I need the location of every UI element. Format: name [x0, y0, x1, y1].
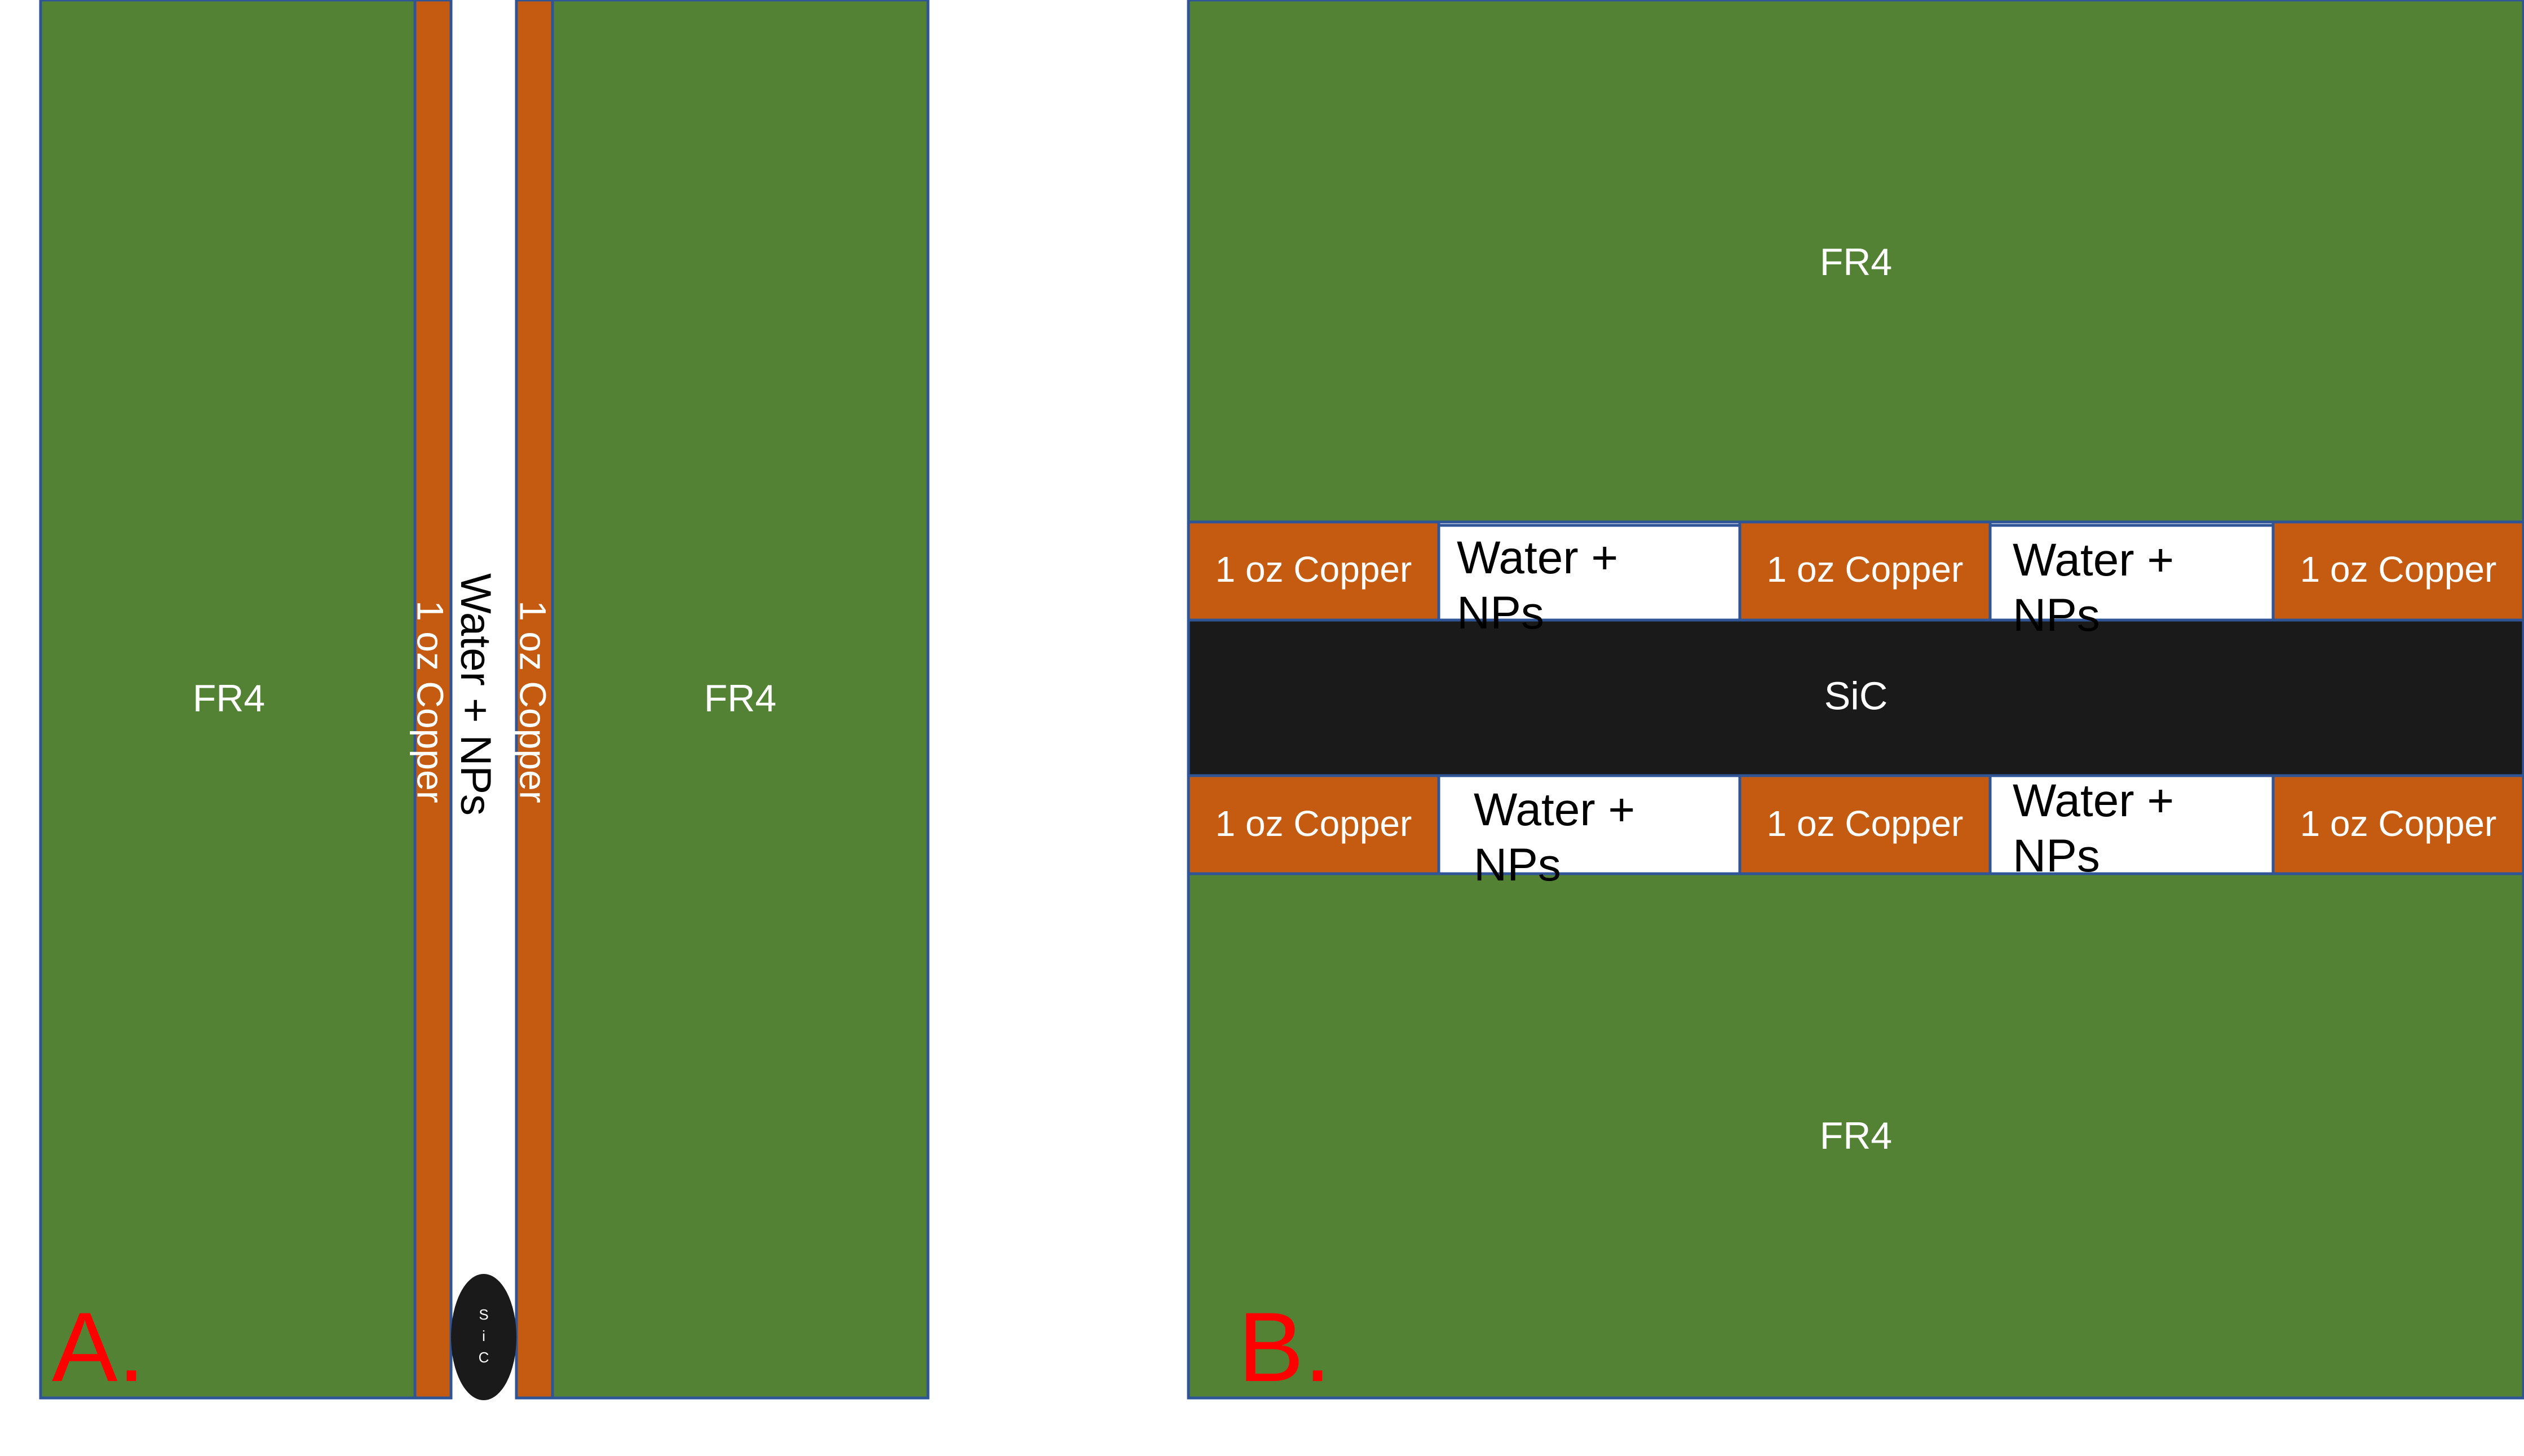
panel-a-water-label: Water + NPs: [452, 573, 500, 816]
panel-b-fr4-top: [1187, 0, 2524, 524]
panel-b-bottom-copper-2-label: 1 oz Copper: [1767, 803, 1964, 844]
panel-b-letter: B.: [1238, 1293, 1331, 1402]
panel-a: FR4 FR4 1 oz Copper Water + NPs 1 oz Cop…: [39, 0, 930, 1402]
panel-a-fr4-left-label: FR4: [193, 677, 265, 720]
panel-b-top-water-1-line2: NPs: [1457, 587, 1544, 639]
panel-b-sic-layer: [1187, 618, 2524, 777]
panel-a-copper-left-label: 1 oz Copper: [410, 600, 452, 803]
panel-b-bottom-copper-1: [1187, 774, 1440, 875]
panel-a-copper-right: [515, 0, 554, 1400]
panel-b-bottom-water-1-line2: NPs: [1474, 839, 1561, 891]
panel-a-sic-char-2: i: [482, 1327, 485, 1344]
panel-a-sic-char-3: C: [479, 1349, 489, 1366]
panel-b-top-copper-2-label: 1 oz Copper: [1767, 549, 1964, 590]
panel-a-sic-particle: [451, 1274, 516, 1400]
panel-b-top-water-2-line1: Water +: [2013, 534, 2174, 586]
panel-b-bottom-water-1-line1: Water +: [1474, 784, 1635, 835]
panel-b-bottom-water-2: [1988, 774, 2275, 875]
panel-b-top-water-1: [1437, 524, 1741, 622]
panel-b-top-copper-3-label: 1 oz Copper: [2300, 549, 2497, 590]
panel-b-top-copper-3: [2271, 520, 2524, 622]
panel-b-top-water-2-line2: NPs: [2013, 590, 2100, 641]
panel-a-copper-left: [413, 0, 453, 1400]
panel-a-copper-right-label: 1 oz Copper: [512, 600, 554, 803]
panel-a-fr4-left: [39, 0, 417, 1400]
panel-b-bottom-copper-3: [2271, 774, 2524, 875]
panel-b-bottom-water-2-line1: Water +: [2013, 775, 2174, 826]
panel-a-sic-char-1: S: [479, 1306, 488, 1323]
panel-b-top-water-2: [1988, 524, 2275, 622]
panel-b-sic-label: SiC: [1824, 674, 1888, 718]
panel-b-fr4-bottom: [1187, 872, 2524, 1400]
panel-b-fr4-top-label: FR4: [1820, 241, 1892, 284]
panel-b-bottom-water-2-line2: NPs: [2013, 830, 2100, 882]
panel-b-top-water-1-line1: Water +: [1457, 532, 1618, 583]
panel-a-fr4-right: [551, 0, 930, 1400]
panel-b-bottom-copper-1-label: 1 oz Copper: [1215, 803, 1412, 844]
panel-b: FR4 FR4 SiC 1 oz Copper 1 oz Copper 1 oz…: [1187, 0, 2524, 1402]
panel-b-fr4-bottom-label: FR4: [1820, 1114, 1892, 1157]
panel-b-bottom-copper-3-label: 1 oz Copper: [2300, 803, 2497, 844]
panel-b-bottom-water-1: [1437, 774, 1741, 875]
panel-a-letter: A.: [52, 1293, 145, 1402]
panel-b-top-copper-1-label: 1 oz Copper: [1215, 549, 1412, 590]
panel-a-fr4-right-label: FR4: [704, 677, 776, 720]
